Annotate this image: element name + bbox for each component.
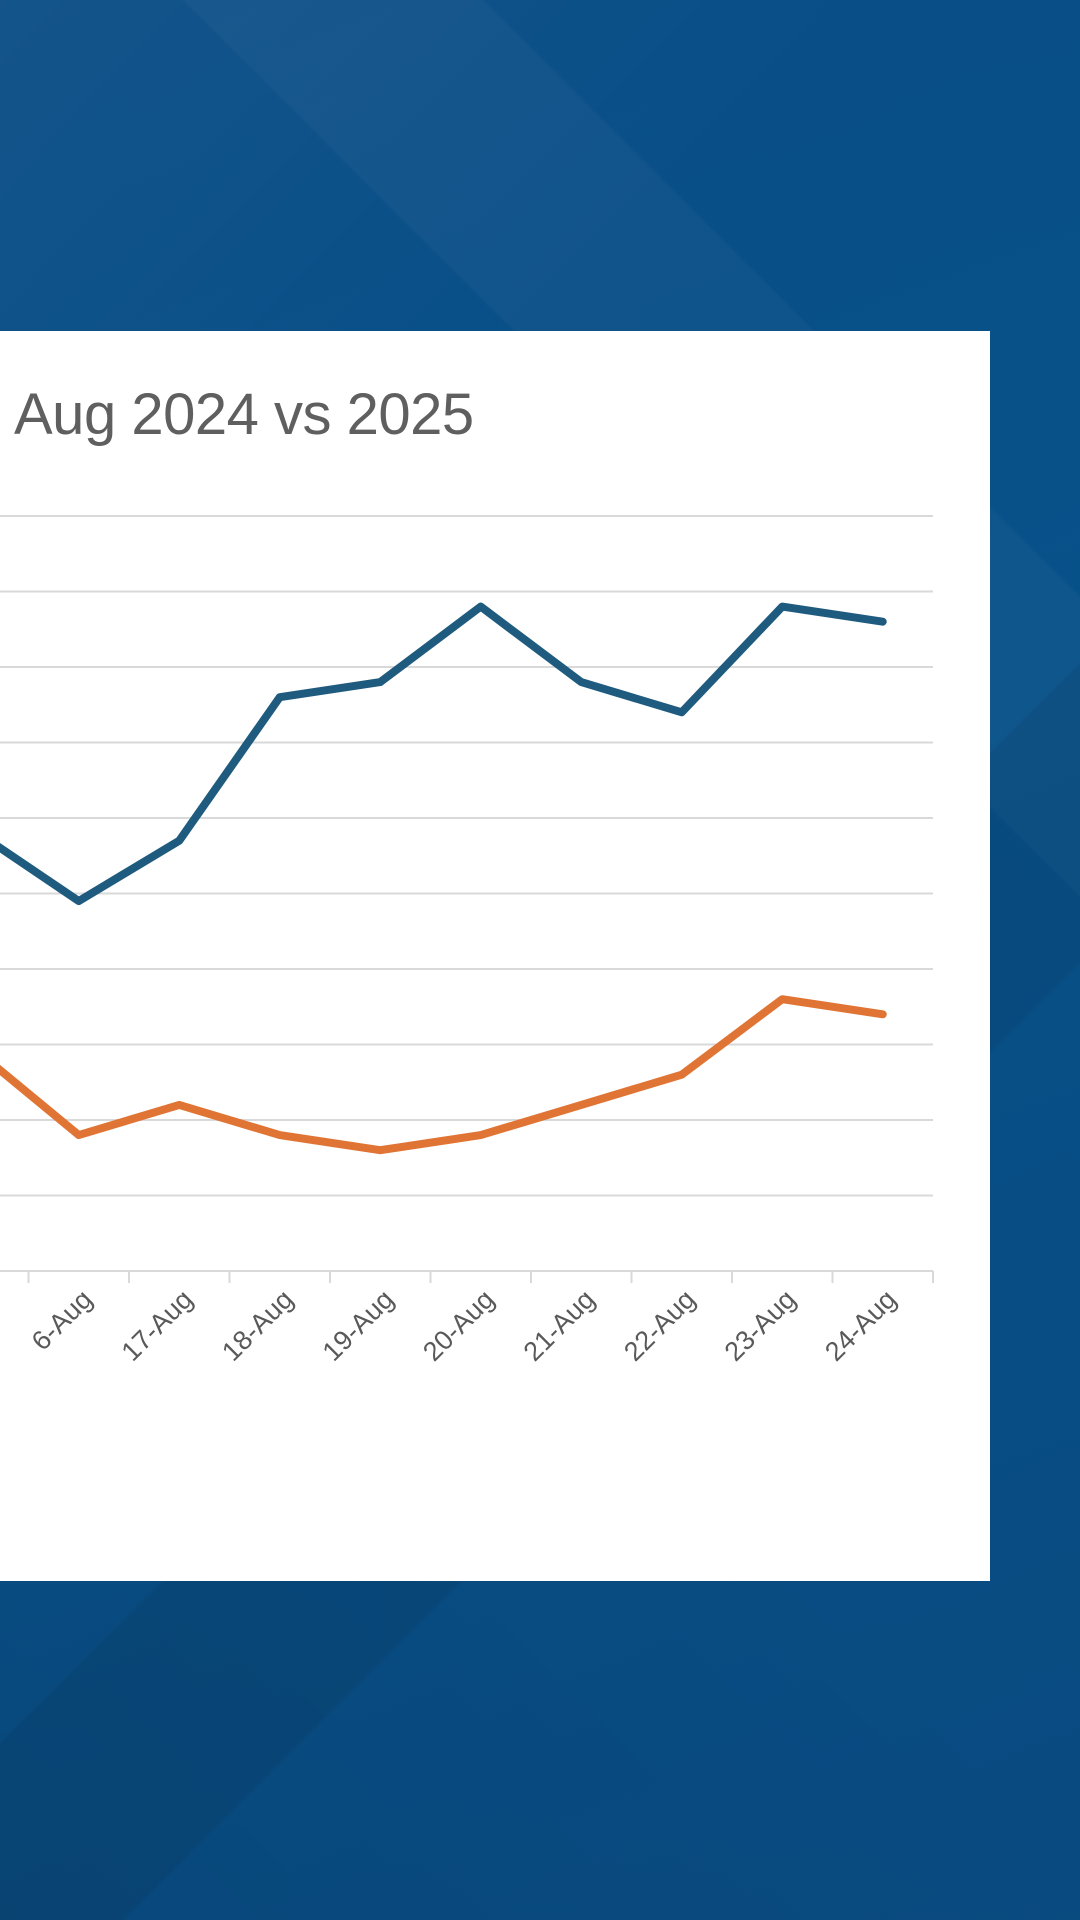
x-tick-label: 6-Aug xyxy=(26,1284,98,1356)
x-tick-label: 22-Aug xyxy=(618,1284,701,1367)
line-chart: 6-Aug 17-Aug 18-Aug 19-Aug 20-Aug 21-Aug 22-Au… xyxy=(0,515,934,1367)
x-tick-label: 24-Aug xyxy=(819,1284,902,1367)
chart-card: Aug 2024 vs 2025 6-Aug 17-Aug 18-Aug 19-Aug… xyxy=(0,331,990,1581)
x-tick-label: 17-Aug xyxy=(116,1284,199,1367)
x-tick-label: 18-Aug xyxy=(216,1284,299,1367)
x-tick-label: 20-Aug xyxy=(417,1284,500,1367)
chart-title: Aug 2024 vs 2025 xyxy=(14,382,474,447)
series-line-1 xyxy=(0,602,887,906)
x-tick-label: 19-Aug xyxy=(317,1284,400,1367)
x-tick-label: 23-Aug xyxy=(719,1284,802,1367)
x-tick-label: 21-Aug xyxy=(518,1284,601,1367)
series-line-2 xyxy=(0,995,887,1155)
